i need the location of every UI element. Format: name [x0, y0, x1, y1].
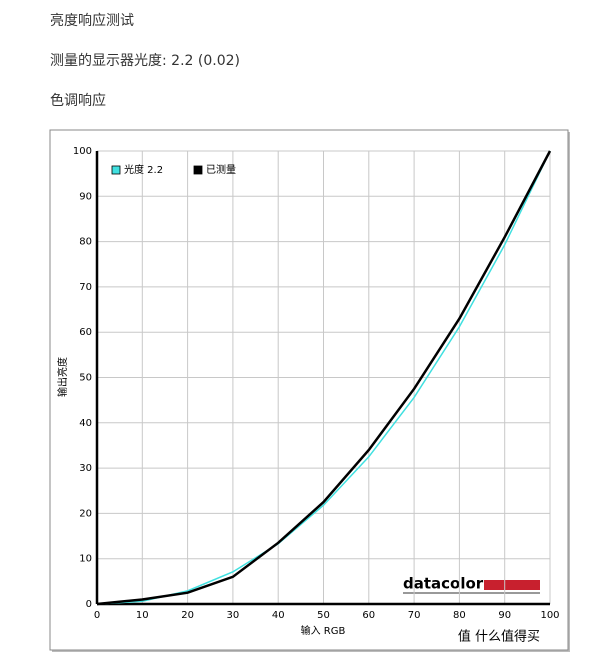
- x-tick-label: 20: [181, 610, 194, 621]
- legend-label: 光度 2.2: [124, 163, 163, 176]
- x-tick-label: 100: [540, 610, 559, 621]
- heading: 亮度响应测试: [50, 13, 134, 29]
- x-tick-label: 50: [317, 610, 330, 621]
- y-tick-label: 90: [79, 191, 92, 202]
- x-tick-label: 30: [227, 610, 240, 621]
- series-line: [96, 150, 552, 606]
- legend-swatch: [193, 165, 203, 175]
- y-tick-label: 60: [79, 327, 92, 338]
- x-tick-label: 40: [272, 610, 285, 621]
- x-axis-label: 输入 RGB: [301, 624, 346, 637]
- frame: [49, 129, 569, 651]
- legend-label: 已测量: [206, 163, 236, 176]
- y-tick-label: 0: [86, 599, 92, 610]
- y-tick-label: 80: [79, 237, 92, 248]
- logo-bar: [484, 580, 540, 590]
- legend-swatch: [111, 165, 121, 175]
- x-tick-label: 90: [498, 610, 511, 621]
- x-tick-label: 80: [453, 610, 466, 621]
- y-tick-label: 40: [79, 418, 92, 429]
- logo: datacolor: [403, 575, 484, 593]
- y-tick-label: 50: [79, 373, 92, 384]
- measured-text: 测量的显示器光度: 2.2 (0.02): [50, 53, 240, 69]
- y-tick-label: 20: [79, 508, 92, 519]
- y-tick-label: 70: [79, 282, 92, 293]
- section-title: 色调响应: [50, 93, 106, 109]
- x-tick-label: 0: [94, 610, 100, 621]
- y-tick-label: 10: [79, 554, 92, 565]
- y-tick-label: 100: [73, 146, 92, 157]
- watermark: 值 什么值得买: [458, 629, 540, 645]
- x-tick-label: 10: [136, 610, 149, 621]
- x-tick-label: 70: [408, 610, 421, 621]
- x-tick-label: 60: [362, 610, 375, 621]
- y-axis-label: 输出亮度: [56, 357, 69, 397]
- y-tick-label: 30: [79, 463, 92, 474]
